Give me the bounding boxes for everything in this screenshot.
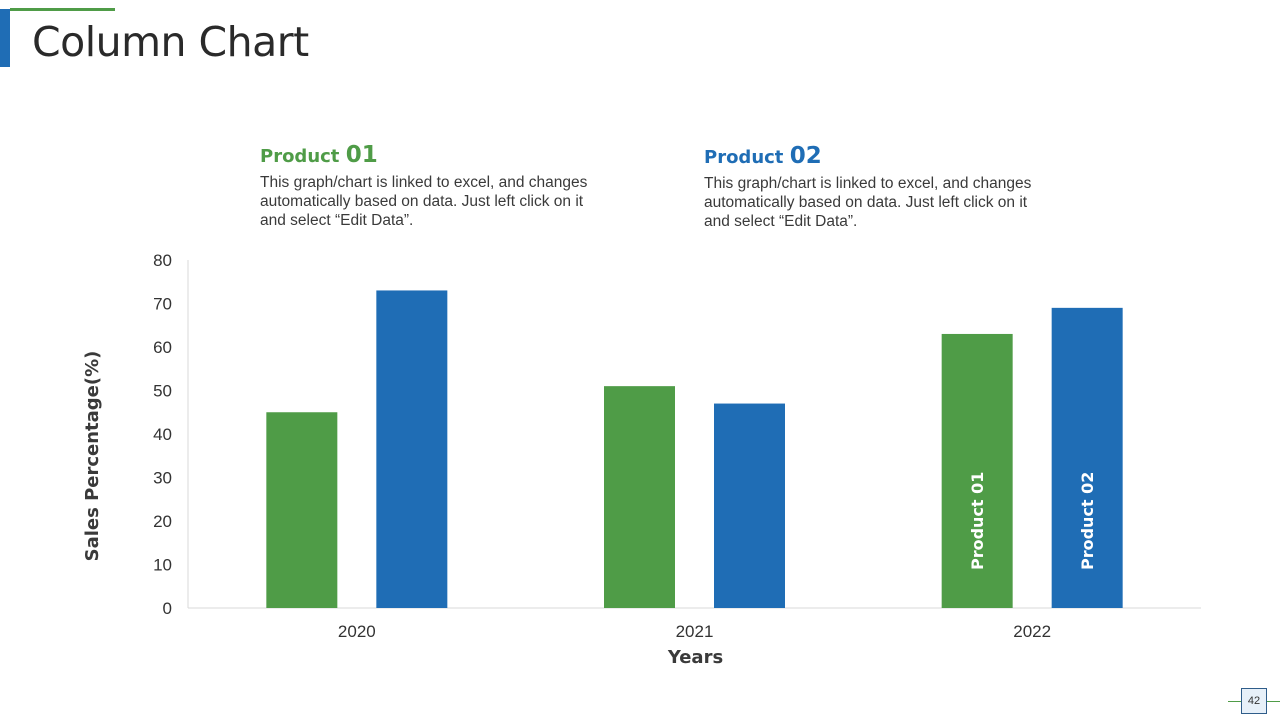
- x-axis-title: Years: [667, 647, 723, 668]
- product-01-heading-label: Product: [260, 146, 340, 167]
- bar-2022-series-2: [1051, 307, 1123, 608]
- y-tick-label: 80: [153, 251, 172, 270]
- product-01-heading: Product 01: [260, 142, 610, 168]
- bar-2021-series-1: [604, 386, 675, 608]
- product-01-description: Product 01 This graph/chart is linked to…: [260, 142, 610, 230]
- product-01-text: This graph/chart is linked to excel, and…: [260, 174, 588, 229]
- y-tick-label: 60: [153, 338, 172, 357]
- page-number-badge: 42: [1241, 688, 1267, 714]
- product-01-heading-number: 01: [345, 142, 378, 168]
- x-tick-label: 2021: [676, 622, 714, 641]
- title-accent-line: [10, 8, 115, 11]
- page-number-line-right: [1267, 701, 1280, 702]
- y-axis-title: Sales Percentage(%): [82, 351, 103, 562]
- x-tick-label: 2020: [338, 622, 376, 641]
- bar-2020-series-2: [376, 290, 448, 608]
- y-tick-label: 50: [153, 382, 172, 401]
- product-02-heading-number: 02: [789, 143, 822, 169]
- product-02-heading-label: Product: [704, 147, 784, 168]
- title-accent-bar: [0, 9, 10, 67]
- product-02-description: Product 02 This graph/chart is linked to…: [704, 143, 1054, 231]
- y-tick-label: 70: [153, 295, 172, 314]
- y-tick-label: 30: [153, 469, 172, 488]
- bar-2021-series-2: [714, 403, 785, 608]
- page-number-line-left: [1228, 701, 1241, 702]
- bar-2020-series-1: [266, 412, 338, 608]
- in-bar-label-series-1: Product 01: [968, 472, 987, 570]
- in-bar-label-series-2: Product 02: [1078, 472, 1097, 570]
- product-02-heading: Product 02: [704, 143, 1054, 169]
- y-tick-label: 10: [153, 556, 172, 575]
- y-tick-label: 20: [153, 512, 172, 531]
- y-tick-label: 0: [163, 599, 172, 618]
- bar-2022-series-1: [941, 333, 1013, 608]
- page-title: Column Chart: [32, 18, 309, 66]
- product-02-text: This graph/chart is linked to excel, and…: [704, 175, 1032, 230]
- x-tick-label: 2022: [1013, 622, 1051, 641]
- y-tick-label: 40: [153, 425, 172, 444]
